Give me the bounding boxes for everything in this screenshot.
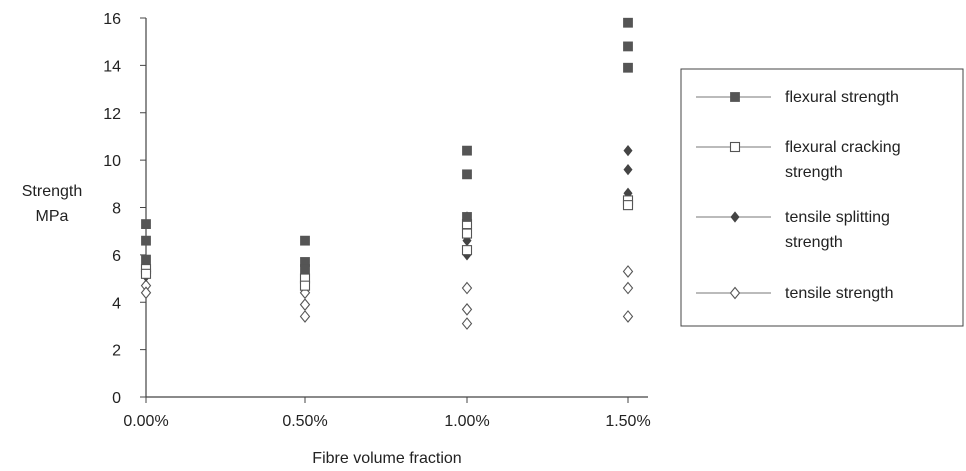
data-point-square-open <box>622 200 634 211</box>
axes <box>145 18 648 398</box>
legend-marker <box>729 141 741 153</box>
y-tick-label: 12 <box>103 106 121 123</box>
data-point-diamond-open <box>622 281 634 295</box>
x-tick-label: 1.00% <box>444 413 489 430</box>
data-point-square-open <box>299 280 311 291</box>
data-point-diamond-open <box>461 302 473 316</box>
y-tick-label: 14 <box>103 58 121 75</box>
data-point-square-filled <box>462 145 472 156</box>
legend-label: strength <box>785 164 843 181</box>
data-point-diamond-filled <box>623 163 633 176</box>
legend-label: tensile strength <box>785 285 894 302</box>
data-point-square-filled <box>141 235 151 246</box>
data-points <box>140 17 634 330</box>
data-point-diamond-open <box>622 310 634 323</box>
data-point-square-filled <box>623 41 633 52</box>
data-point-square-filled <box>141 254 151 265</box>
y-tick-label: 10 <box>103 153 121 170</box>
data-point-square-filled <box>462 169 472 180</box>
legend-marker <box>729 286 741 300</box>
data-point-diamond-open <box>299 310 311 323</box>
data-point-diamond-open <box>299 298 311 311</box>
data-point-square-filled <box>462 212 472 222</box>
data-point-square-filled <box>623 62 633 73</box>
data-point-square-open <box>461 228 473 239</box>
legend-box <box>680 68 964 327</box>
x-tick-label: 0.50% <box>282 413 327 430</box>
y-axis-title-line-2: MPa <box>36 208 69 225</box>
y-tick-label: 2 <box>112 343 121 360</box>
legend-label: strength <box>785 234 843 251</box>
data-point-square-open <box>140 268 152 279</box>
legend-label: flexural cracking <box>785 139 901 156</box>
data-point-square-filled <box>623 17 633 28</box>
y-tick-label: 8 <box>112 201 121 218</box>
data-point-square-filled <box>141 219 151 229</box>
x-tick-label: 1.50% <box>605 413 650 430</box>
data-point-diamond-filled <box>623 145 633 157</box>
data-point-diamond-open <box>461 317 473 330</box>
legend-marker <box>730 92 740 102</box>
x-axis-ticks: 0.00% 0.50% 1.00% 1.50% <box>123 397 651 430</box>
y-tick-label: 4 <box>112 295 121 312</box>
data-point-square-open <box>461 245 473 256</box>
y-tick-label: 0 <box>112 390 121 407</box>
legend-marker <box>730 211 740 223</box>
y-tick-label: 16 <box>103 11 121 28</box>
legend: flexural strength flexural cracking streng… <box>680 68 964 327</box>
y-tick-label: 6 <box>112 248 121 265</box>
data-point-diamond-open <box>461 281 473 295</box>
legend-label: flexural strength <box>785 89 899 106</box>
legend-label: tensile splitting <box>785 209 890 226</box>
y-axis-ticks: 0 2 4 6 8 10 12 14 16 <box>103 11 146 407</box>
data-point-square-filled <box>300 235 310 246</box>
x-axis-title: Fibre volume fraction <box>312 450 461 467</box>
data-point-square-filled <box>300 264 310 274</box>
y-axis-title-line-1: Strength <box>22 183 82 200</box>
data-point-diamond-open <box>140 286 152 300</box>
data-point-diamond-open <box>622 265 634 278</box>
x-tick-label: 0.00% <box>123 413 168 430</box>
